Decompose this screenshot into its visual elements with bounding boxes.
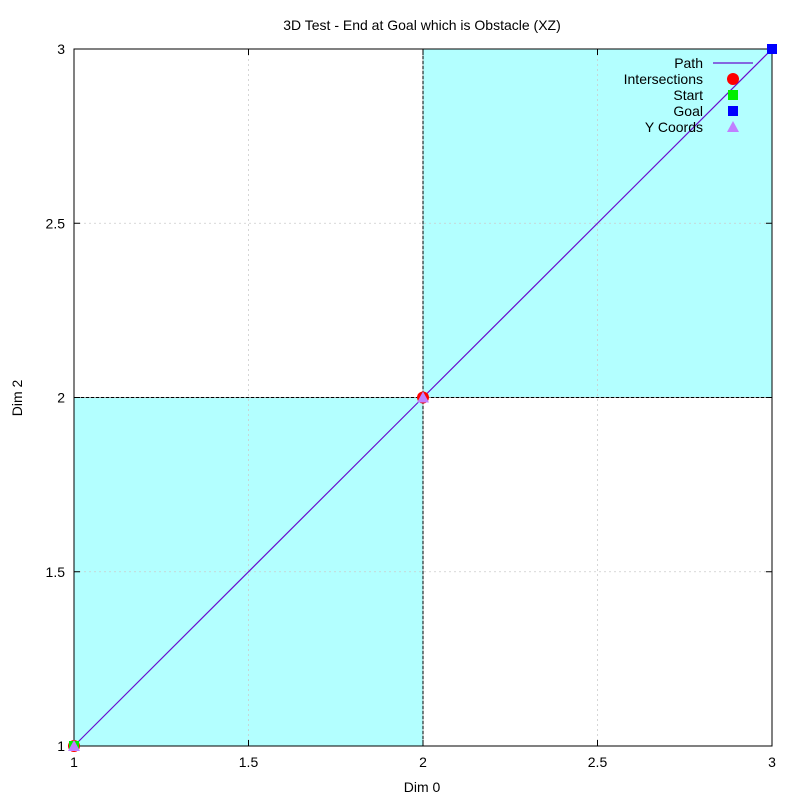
y-tick-label: 2 [57,390,65,406]
series-y-coords-marker-0 [68,740,80,751]
y-axis-label: Dim 2 [9,380,25,417]
legend-label-goal: Goal [673,103,703,119]
legend-swatch-y-coords [727,121,739,132]
legend-swatch-goal [728,106,738,116]
legend-label-start: Start [673,87,703,103]
legend-label-path: Path [674,55,703,71]
legend-swatch-intersections [727,73,739,85]
y-tick-label: 1.5 [46,564,66,580]
y-tick-label: 1 [57,738,65,754]
x-tick-label: 2 [419,754,427,770]
legend-swatch-start [728,90,738,100]
x-tick-label: 2.5 [588,754,608,770]
series-y-coords-marker-1 [417,391,429,403]
ticks-layer: 1 1.5 2 2.5 3 1 1.5 2 2.5 3 [46,41,777,770]
x-tick-label: 1.5 [239,754,259,770]
legend-label-intersections: Intersections [624,71,703,87]
x-tick-label: 3 [768,754,776,770]
x-axis-label: Dim 0 [404,779,441,795]
y-tick-label: 2.5 [46,215,66,231]
legend-label-y-coords: Y Coords [645,119,703,135]
grid-layer [74,49,772,746]
x-tick-label: 1 [70,754,78,770]
chart-title: 3D Test - End at Goal which is Obstacle … [283,17,561,33]
series-goal-marker-0 [767,44,777,54]
series-layer [68,44,777,752]
y-tick-label: 3 [57,41,65,57]
